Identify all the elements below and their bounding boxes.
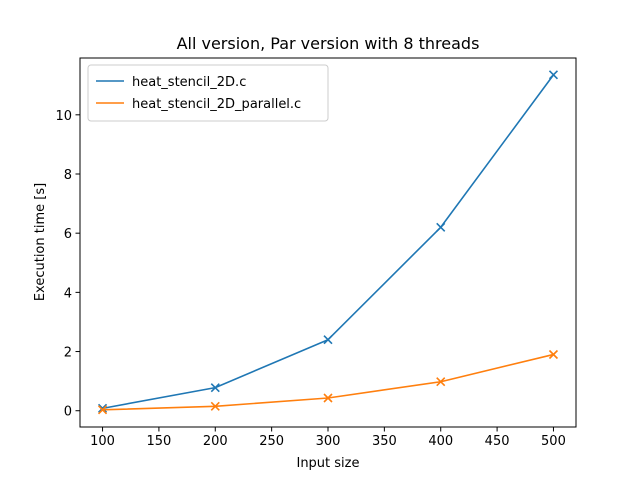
x-tick-label: 150: [146, 434, 171, 449]
legend: heat_stencil_2D.c heat_stencil_2D_paralle…: [87, 64, 329, 122]
x-tick-label: 350: [372, 434, 397, 449]
data-point-marker: [97, 405, 108, 415]
plot-area: 100 150 200 250 300 350 400 450 500 0 2 4 6 8 10: [55, 57, 577, 449]
legend-label: heat_stencil_2D.c: [132, 75, 246, 90]
x-tick-label: 500: [541, 434, 566, 449]
data-point-marker: [548, 349, 559, 360]
y-axis-label: Execution time [s]: [33, 183, 48, 301]
data-point-marker: [323, 393, 333, 403]
x-tick-label: 450: [485, 434, 510, 449]
x-tick-label: 100: [90, 434, 115, 449]
x-tick-label: 400: [428, 434, 453, 449]
x-tick-label: 200: [203, 434, 228, 449]
data-point-marker: [210, 401, 220, 411]
y-tick-label: 2: [64, 346, 72, 361]
legend-box: [87, 64, 329, 122]
data-point-marker: [323, 335, 333, 345]
data-point-marker: [210, 383, 220, 393]
data-point-marker: [436, 222, 446, 232]
chart-title: All version, Par version with 8 threads: [177, 34, 480, 53]
y-tick-label: 0: [64, 405, 72, 420]
data-point-marker: [97, 403, 108, 413]
data-point-marker: [436, 377, 446, 387]
y-tick-label: 8: [64, 168, 72, 183]
legend-label: heat_stencil_2D_parallel.c: [132, 97, 301, 112]
y-tick-label: 4: [64, 286, 72, 301]
data-point-marker: [548, 70, 559, 80]
y-tick-label: 10: [55, 109, 72, 124]
x-tick-label: 250: [259, 434, 284, 449]
y-tick-label: 6: [64, 227, 72, 242]
x-axis-label: Input size: [296, 456, 359, 471]
x-tick-label: 300: [316, 434, 341, 449]
